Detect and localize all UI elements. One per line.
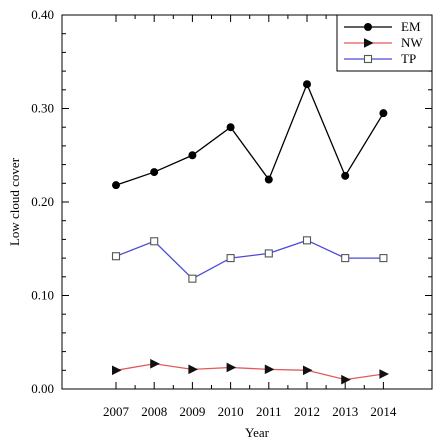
legend-marker-tp [363,54,373,64]
x-tick-label: 2013 [332,404,358,419]
data-point-em [303,80,311,89]
data-point-nw [379,369,390,379]
data-point-tp [264,249,273,258]
data-point-nw [264,364,275,375]
data-point-em [264,175,273,184]
x-tick-label: 2012 [294,404,320,419]
series-line-tp [115,239,384,280]
y-tick-label: 0.40 [31,7,54,22]
data-point-nw [188,364,199,375]
x-tick-label: 2014 [370,404,397,419]
data-point-tp [226,254,235,263]
legend-label-nw: NW [401,35,423,50]
legend-marker-nw [364,38,374,48]
y-tick-label: 0.00 [31,381,54,396]
data-point-em [150,168,159,177]
y-axis-title: Low cloud cover [7,157,22,246]
x-tick-label: 2010 [218,404,244,419]
y-tick-label: 0.30 [31,101,54,116]
data-point-tp [379,254,388,263]
data-point-tp [302,236,312,245]
data-point-nw [341,374,351,385]
data-point-nw [303,365,313,376]
x-tick-label: 2009 [179,404,205,419]
legend-label-tp: TP [401,51,416,66]
series-line-em [115,82,384,186]
data-point-em [341,171,350,180]
y-tick-label: 0.20 [31,194,54,209]
x-tick-label: 2008 [141,404,167,419]
plot-area: 0.00 0.10 0.20 0.30 0.40 2007 2008 2009 2010 2011… [31,7,433,419]
x-tick-label: 2011 [256,404,282,419]
data-point-tp [188,274,197,283]
legend-marker-em [364,23,372,31]
data-point-nw [150,358,160,369]
data-point-em [379,109,388,118]
data-point-em [226,123,235,132]
legend-label-em: EM [401,19,421,34]
series-line-nw [115,363,384,381]
x-tick-label: 2007 [103,404,130,419]
y-tick-label: 0.10 [31,288,54,303]
data-point-tp [111,252,121,261]
data-point-nw [112,365,122,376]
data-point-em [112,181,120,190]
x-axis-title: Year [245,425,270,440]
data-point-nw [226,362,237,373]
data-point-em [188,151,197,160]
data-point-tp [150,237,159,246]
data-point-tp [341,254,350,263]
